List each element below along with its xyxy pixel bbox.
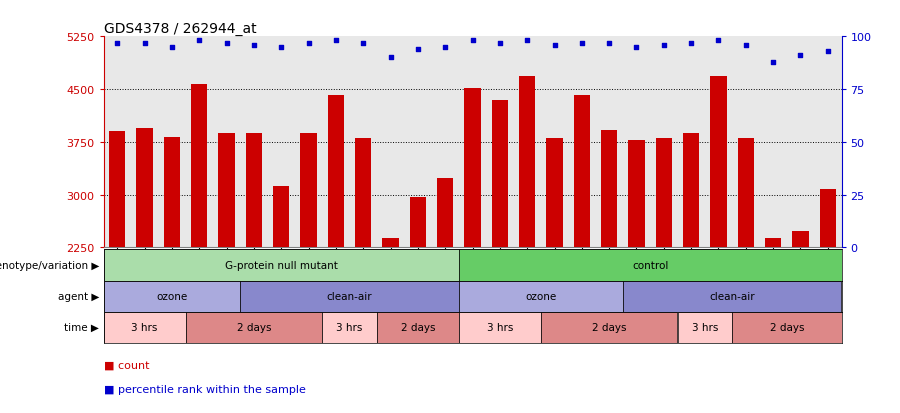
Bar	[246, 134, 262, 248]
Text: genotype/variation ▶: genotype/variation ▶	[0, 260, 99, 271]
Bar	[104, 312, 185, 343]
Bar	[109, 132, 125, 248]
Bar	[546, 139, 562, 248]
Bar	[683, 133, 699, 248]
Text: ■ count: ■ count	[104, 359, 149, 369]
Text: 2 days: 2 days	[592, 322, 626, 332]
Bar	[273, 187, 290, 248]
Bar	[459, 250, 842, 281]
Bar	[322, 312, 377, 343]
Point	[465, 38, 480, 45]
Bar	[219, 133, 235, 248]
Point	[793, 53, 807, 59]
Bar	[377, 312, 459, 343]
Bar	[437, 179, 454, 248]
Text: 3 hrs: 3 hrs	[337, 322, 363, 332]
Bar	[573, 95, 590, 248]
Text: GDS4378 / 262944_at: GDS4378 / 262944_at	[104, 22, 256, 36]
Point	[821, 49, 835, 55]
Bar	[104, 250, 459, 281]
Bar	[136, 128, 153, 248]
Point	[574, 40, 589, 47]
Bar	[792, 232, 809, 248]
Bar	[628, 140, 644, 248]
Point	[192, 38, 206, 45]
Point	[220, 40, 234, 47]
Text: 2 days: 2 days	[770, 322, 804, 332]
Point	[547, 42, 562, 49]
Bar	[738, 139, 754, 248]
Text: 3 hrs: 3 hrs	[131, 322, 158, 332]
Point	[356, 40, 371, 47]
Bar	[240, 281, 459, 312]
Text: 3 hrs: 3 hrs	[487, 322, 513, 332]
Bar	[164, 138, 180, 248]
Point	[629, 44, 643, 51]
Text: control: control	[632, 260, 669, 271]
Bar	[519, 77, 536, 248]
Point	[684, 40, 698, 47]
Point	[165, 44, 179, 51]
Point	[711, 38, 725, 45]
Text: agent ▶: agent ▶	[58, 291, 99, 301]
Text: clean-air: clean-air	[709, 291, 755, 301]
Text: ozone: ozone	[526, 291, 556, 301]
Point	[247, 42, 261, 49]
Bar	[710, 77, 726, 248]
Point	[739, 42, 753, 49]
Bar	[301, 134, 317, 248]
Bar	[410, 198, 426, 248]
Bar	[382, 239, 399, 248]
Bar	[464, 88, 481, 248]
Point	[602, 40, 616, 47]
Bar	[541, 312, 678, 343]
Point	[110, 40, 124, 47]
Text: ■ percentile rank within the sample: ■ percentile rank within the sample	[104, 384, 305, 394]
Bar	[459, 281, 623, 312]
Bar	[733, 312, 842, 343]
Bar	[655, 139, 672, 248]
Point	[492, 40, 507, 47]
Text: clean-air: clean-air	[327, 291, 373, 301]
Point	[410, 47, 425, 53]
Text: G-protein null mutant: G-protein null mutant	[225, 260, 338, 271]
Bar	[328, 95, 344, 248]
Bar	[191, 85, 207, 248]
Text: 2 days: 2 days	[237, 322, 271, 332]
Point	[657, 42, 671, 49]
Point	[274, 44, 288, 51]
Text: ozone: ozone	[157, 291, 187, 301]
Bar	[459, 312, 541, 343]
Bar	[491, 100, 508, 248]
Bar	[623, 281, 842, 312]
Point	[383, 55, 398, 62]
Point	[328, 38, 343, 45]
Bar	[104, 281, 240, 312]
Text: time ▶: time ▶	[64, 322, 99, 332]
Text: 2 days: 2 days	[400, 322, 435, 332]
Bar	[765, 238, 781, 248]
Bar	[820, 190, 836, 248]
Point	[438, 44, 453, 51]
Point	[302, 40, 316, 47]
Bar	[678, 312, 733, 343]
Bar	[185, 312, 322, 343]
Bar	[601, 131, 617, 248]
Text: 3 hrs: 3 hrs	[691, 322, 718, 332]
Point	[520, 38, 535, 45]
Point	[766, 59, 780, 66]
Point	[138, 40, 152, 47]
Bar	[355, 139, 372, 248]
